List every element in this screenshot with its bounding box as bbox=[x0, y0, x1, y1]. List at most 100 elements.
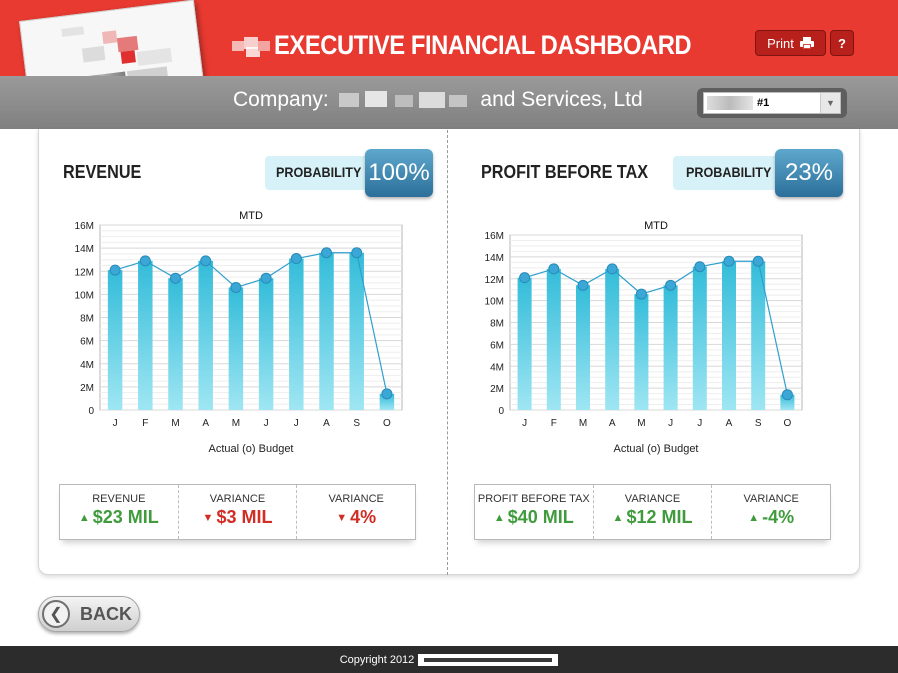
arrow-up-icon: ▲ bbox=[493, 511, 505, 524]
revenue-chart: MTD 0 2M 4M 6M 8M 10M 12M 14M 16M J F M A M J J A S O Actual… bbox=[60, 205, 420, 460]
company-name: Company: and Services, Ltd bbox=[233, 88, 643, 112]
profit-variance-percent: VARIANCE ▲ -4% bbox=[712, 485, 830, 539]
profit-probability-label: PROBABILITY bbox=[686, 164, 772, 180]
x-tick-label: M bbox=[232, 418, 240, 429]
x-tick-label: A bbox=[202, 418, 209, 429]
x-tick-label: S bbox=[755, 418, 762, 429]
budget-point bbox=[290, 253, 302, 265]
bar bbox=[692, 266, 707, 410]
budget-point bbox=[665, 279, 677, 291]
arrow-up-icon: ▲ bbox=[612, 511, 624, 524]
x-tick-label: F bbox=[142, 418, 148, 429]
bar bbox=[751, 261, 766, 410]
x-tick-label: A bbox=[323, 418, 330, 429]
revenue-probability-box bbox=[265, 156, 375, 190]
company-selector[interactable]: #1 ▼ bbox=[697, 88, 847, 118]
y-tick-label: 2M bbox=[80, 383, 94, 394]
metric-label: VARIANCE bbox=[624, 493, 681, 505]
company-selector-field[interactable]: #1 ▼ bbox=[703, 92, 841, 114]
selector-value: #1 bbox=[757, 97, 770, 109]
bar bbox=[546, 268, 561, 410]
budget-point bbox=[694, 261, 706, 273]
bar bbox=[258, 278, 274, 410]
metric-label: PROFIT BEFORE TAX bbox=[477, 493, 590, 505]
print-button[interactable]: Print bbox=[755, 30, 826, 56]
y-tick-label: 10M bbox=[75, 290, 94, 301]
y-tick-label: 4M bbox=[490, 362, 504, 373]
bar bbox=[138, 260, 153, 410]
chart-svg: MTD 0 2M 4M 6M 8M 10M 12M 14M 16M J F M A M J J A S O Actual… bbox=[485, 220, 803, 455]
x-axis-label: Actual (o) Budget bbox=[209, 443, 294, 455]
budget-point bbox=[635, 288, 647, 300]
profit-variance-amount: VARIANCE ▲ $12 MIL bbox=[594, 485, 713, 539]
y-tick-label: 12M bbox=[485, 275, 504, 286]
arrow-down-icon: ▼ bbox=[202, 511, 214, 524]
metric-value: ▲ $23 MIL bbox=[79, 507, 159, 528]
print-button-label: Print bbox=[767, 35, 794, 51]
budget-point bbox=[606, 263, 618, 275]
footer-redacted bbox=[418, 653, 559, 666]
x-tick-label: J bbox=[522, 418, 527, 429]
revenue-metrics: REVENUE ▲ $23 MIL VARIANCE ▼ $3 MIL VARIAN… bbox=[59, 484, 416, 540]
back-button[interactable]: ❮ BACK bbox=[38, 596, 140, 632]
budget-point bbox=[139, 255, 151, 267]
y-tick-label: 12M bbox=[75, 267, 94, 278]
profit-probability-value: 23% bbox=[775, 149, 843, 197]
x-tick-label: O bbox=[784, 418, 792, 429]
bar bbox=[289, 258, 304, 410]
revenue-variance-percent: VARIANCE ▼ 4% bbox=[297, 485, 415, 539]
dashboard-title-text: EXECUTIVE FINANCIAL DASHBOARD bbox=[274, 29, 692, 60]
y-tick-label: 0 bbox=[88, 406, 94, 417]
metric-value-text: -4% bbox=[762, 507, 795, 527]
budget-point bbox=[170, 272, 181, 284]
arrow-up-icon: ▲ bbox=[78, 511, 90, 524]
printer-icon bbox=[799, 37, 814, 49]
x-tick-label: J bbox=[264, 418, 269, 429]
x-tick-label: M bbox=[171, 418, 179, 429]
profit-metrics: PROFIT BEFORE TAX ▲ $40 MIL VARIANCE ▲ $12… bbox=[474, 484, 831, 540]
company-suffix: and Services, Ltd bbox=[480, 88, 643, 111]
budget-point bbox=[381, 388, 393, 400]
footer: Copyright 2012 bbox=[0, 646, 898, 673]
budget-point bbox=[230, 281, 242, 293]
panel-divider bbox=[447, 130, 448, 575]
metric-value: ▼ $3 MIL bbox=[203, 507, 273, 528]
x-tick-label: J bbox=[113, 418, 118, 429]
y-tick-label: 10M bbox=[485, 297, 504, 308]
revenue-probability-value: 100% bbox=[365, 149, 433, 197]
chevron-down-icon[interactable]: ▼ bbox=[820, 93, 840, 113]
y-tick-label: 8M bbox=[490, 319, 504, 330]
dashboard-title: EXECUTIVE FINANCIAL DASHBOARD bbox=[232, 28, 748, 62]
help-button[interactable]: ? bbox=[830, 30, 854, 56]
metric-value: ▲ $40 MIL bbox=[494, 507, 574, 528]
revenue-title: REVENUE bbox=[63, 162, 142, 182]
arrow-up-icon: ▲ bbox=[748, 511, 760, 524]
back-button-label: BACK bbox=[80, 603, 132, 624]
x-tick-label: S bbox=[353, 418, 360, 429]
bar bbox=[517, 277, 532, 410]
metric-label: REVENUE bbox=[92, 493, 146, 505]
y-tick-label: 6M bbox=[80, 337, 94, 348]
y-tick-label: 14M bbox=[75, 244, 94, 255]
metric-label: VARIANCE bbox=[743, 493, 799, 505]
bar bbox=[605, 268, 620, 410]
metric-value-text: $3 MIL bbox=[216, 507, 273, 527]
x-tick-label: A bbox=[726, 418, 733, 429]
x-tick-label: O bbox=[383, 418, 391, 429]
budget-line bbox=[114, 252, 388, 394]
y-tick-label: 8M bbox=[80, 314, 94, 325]
bar bbox=[107, 270, 123, 410]
y-tick-label: 6M bbox=[490, 340, 504, 351]
y-tick-label: 2M bbox=[490, 384, 504, 395]
bar bbox=[663, 285, 678, 410]
bar bbox=[168, 278, 183, 410]
chart-svg: MTD 0 2M 4M 6M 8M 10M 12M 14M 16M J F M A M J J A S O Actual… bbox=[75, 210, 403, 455]
budget-point bbox=[519, 272, 531, 284]
y-tick-label: 16M bbox=[75, 221, 94, 232]
selector-redacted bbox=[707, 96, 753, 110]
y-tick-label: 0 bbox=[498, 406, 504, 417]
bar bbox=[634, 294, 649, 410]
budget-point bbox=[752, 255, 764, 267]
title-logo-icon bbox=[232, 33, 272, 57]
metric-value-text: $40 MIL bbox=[507, 507, 574, 527]
